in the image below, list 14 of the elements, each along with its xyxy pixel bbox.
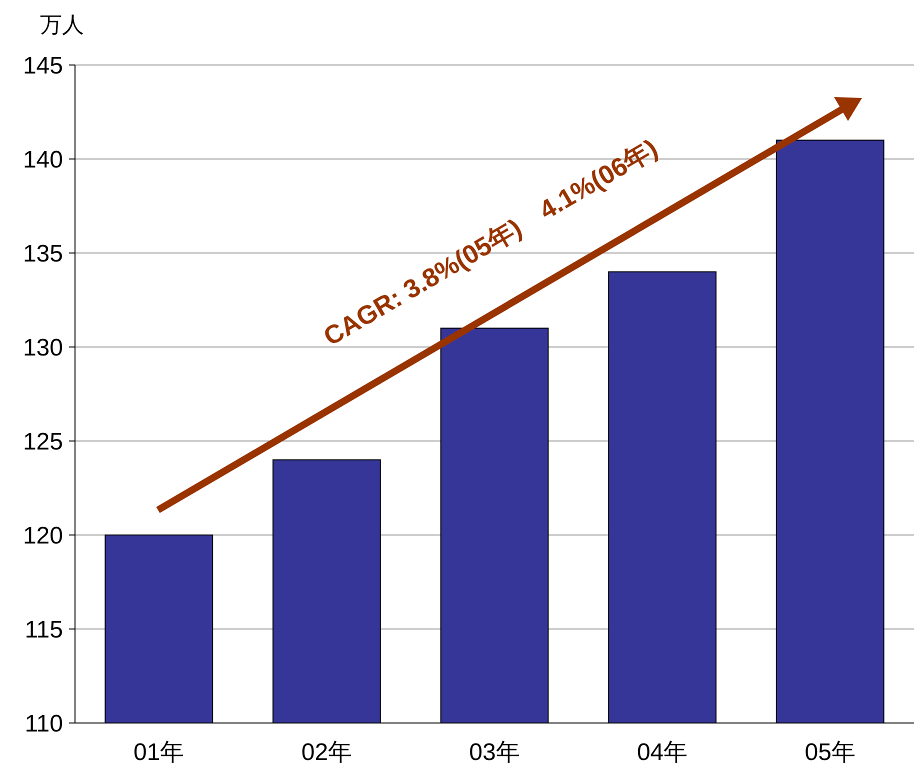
y-tick-label: 140 (22, 146, 63, 174)
x-tick-label: 05年 (804, 739, 856, 766)
y-axis-title: 万人 (40, 12, 84, 37)
y-tick-label: 115 (24, 616, 63, 644)
y-tick-label: 120 (22, 522, 63, 550)
y-tick-label: 125 (22, 428, 63, 456)
y-tick-label: 130 (22, 334, 63, 362)
x-tick-label: 03年 (469, 739, 520, 766)
x-tick-label: 01年 (134, 739, 184, 766)
y-tick-label: 145 (22, 52, 63, 80)
y-tick-label: 135 (22, 240, 63, 268)
y-tick-label: 110 (24, 710, 63, 738)
x-tick-label: 02年 (301, 739, 352, 766)
x-tick-label: 04年 (636, 739, 688, 766)
